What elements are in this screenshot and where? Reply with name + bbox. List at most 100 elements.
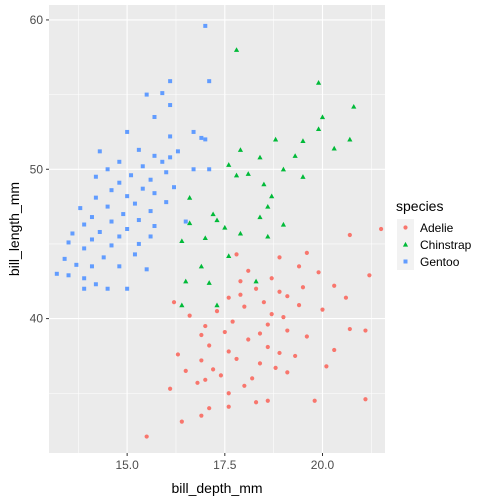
data-point xyxy=(82,286,87,291)
data-point xyxy=(140,164,145,169)
minor-gridlines xyxy=(49,5,385,453)
data-point xyxy=(168,386,173,391)
legend-label-gentoo: Gentoo xyxy=(420,255,460,269)
data-point xyxy=(246,337,251,342)
data-point xyxy=(347,232,352,238)
data-point xyxy=(175,149,180,154)
data-point xyxy=(319,114,326,120)
data-point xyxy=(125,194,130,199)
data-point xyxy=(304,334,309,339)
data-point xyxy=(245,171,251,176)
data-point xyxy=(179,238,185,244)
data-point xyxy=(70,231,75,236)
data-point xyxy=(148,209,153,214)
data-point xyxy=(300,174,306,179)
data-point xyxy=(316,270,321,275)
data-point xyxy=(324,364,329,369)
data-point xyxy=(109,219,114,224)
data-point xyxy=(277,255,282,260)
data-point xyxy=(199,413,204,418)
series-chinstrap xyxy=(179,47,357,308)
data-point xyxy=(242,304,247,309)
data-point xyxy=(203,137,208,142)
data-point xyxy=(261,300,266,305)
data-point xyxy=(125,129,130,134)
data-point xyxy=(62,256,67,261)
data-point xyxy=(132,201,137,206)
data-point xyxy=(203,377,208,382)
data-point xyxy=(296,264,302,269)
data-point xyxy=(183,278,189,284)
data-point xyxy=(207,343,212,348)
data-point xyxy=(82,246,87,251)
data-point xyxy=(207,79,212,84)
data-point xyxy=(66,240,71,245)
data-point xyxy=(160,91,165,96)
data-point xyxy=(140,186,145,191)
data-point xyxy=(129,173,134,178)
data-point xyxy=(253,278,259,284)
data-point xyxy=(168,155,173,160)
data-point xyxy=(97,229,102,234)
legend-key-gentoo xyxy=(403,259,408,264)
data-point xyxy=(315,80,322,85)
data-point xyxy=(304,250,309,255)
data-point xyxy=(214,217,220,223)
series-gentoo xyxy=(54,23,212,291)
data-point xyxy=(233,47,240,52)
legend-label-chinstrap: Chinstrap xyxy=(420,238,472,252)
data-point xyxy=(253,286,259,291)
data-point xyxy=(226,162,232,167)
data-point xyxy=(109,188,114,193)
data-point xyxy=(136,218,141,223)
series-adelie xyxy=(144,226,384,439)
data-point xyxy=(226,295,231,300)
data-point xyxy=(237,147,244,152)
data-point xyxy=(222,329,227,335)
data-point xyxy=(242,383,247,388)
data-point xyxy=(187,195,193,200)
data-point xyxy=(265,344,270,350)
data-point xyxy=(210,367,216,372)
data-point xyxy=(105,204,110,209)
data-point xyxy=(351,103,357,109)
data-point xyxy=(285,328,290,333)
data-point xyxy=(293,353,298,359)
data-point xyxy=(226,391,231,396)
data-point xyxy=(74,262,79,267)
data-point xyxy=(199,358,204,363)
data-point xyxy=(378,226,384,232)
data-point xyxy=(171,300,177,305)
data-point xyxy=(89,237,94,242)
data-point xyxy=(226,404,231,409)
y-tick-label: 60 xyxy=(30,13,44,27)
data-point xyxy=(144,267,149,272)
data-point xyxy=(280,166,287,172)
data-point xyxy=(285,294,290,299)
panel-background xyxy=(49,5,385,453)
data-point xyxy=(269,312,274,317)
data-point xyxy=(237,230,244,236)
data-point xyxy=(89,215,94,220)
data-point xyxy=(280,221,287,227)
data-point xyxy=(253,400,259,405)
data-point xyxy=(234,356,239,362)
data-point xyxy=(191,129,196,134)
data-point xyxy=(152,115,157,119)
data-point xyxy=(101,255,106,260)
data-point xyxy=(89,264,94,269)
data-point xyxy=(265,204,271,209)
y-tick-label: 50 xyxy=(30,162,44,176)
data-point xyxy=(234,252,239,257)
data-point xyxy=(347,136,353,142)
data-point xyxy=(175,352,181,357)
data-point xyxy=(198,263,204,269)
data-point xyxy=(191,167,196,172)
data-point xyxy=(136,147,141,152)
data-point xyxy=(105,167,110,172)
data-point xyxy=(261,181,267,187)
data-point xyxy=(218,373,224,378)
data-point xyxy=(66,273,71,278)
data-point xyxy=(277,350,282,356)
data-point xyxy=(121,212,126,217)
